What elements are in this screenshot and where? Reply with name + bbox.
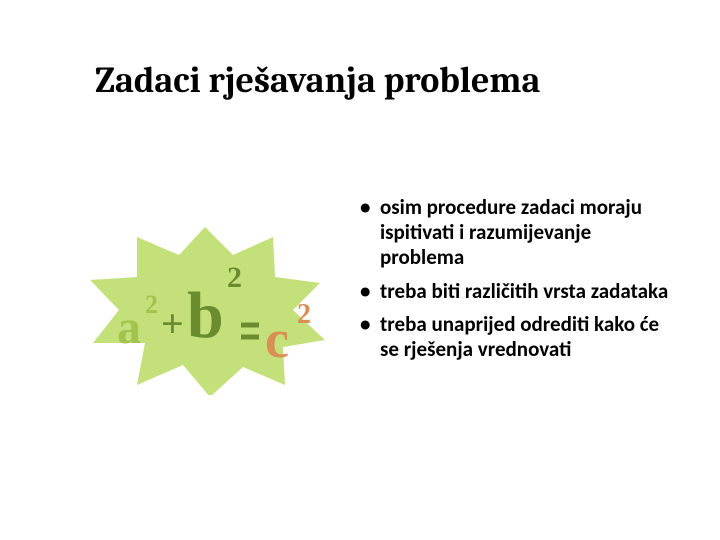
formula-c-exp: 2 — [297, 299, 311, 330]
list-item: treba biti različitih vrsta zadataka — [360, 279, 670, 304]
starburst-formula-icon: a 2 + b 2 c 2 — [75, 225, 335, 395]
bullet-text: osim procedure zadaci moraju ispitivati … — [380, 194, 642, 270]
formula-a: a — [117, 301, 141, 354]
bullet-list: osim procedure zadaci moraju ispitivati … — [360, 195, 670, 370]
formula-a-exp: 2 — [145, 290, 158, 319]
list-item: osim procedure zadaci moraju ispitivati … — [360, 195, 670, 271]
formula-b: b — [187, 279, 224, 352]
formula-c: c — [265, 309, 289, 369]
math-illustration: a 2 + b 2 c 2 — [75, 225, 335, 395]
formula-b-exp: 2 — [227, 261, 242, 294]
bullet-text: treba unaprijed odrediti kako će se rješ… — [380, 311, 659, 362]
bullet-text: treba biti različitih vrsta zadataka — [380, 278, 668, 304]
formula-plus: + — [161, 301, 184, 346]
slide-title: Zadaci rješavanja problema — [95, 60, 540, 101]
list-item: treba unaprijed odrediti kako će se rješ… — [360, 312, 670, 362]
